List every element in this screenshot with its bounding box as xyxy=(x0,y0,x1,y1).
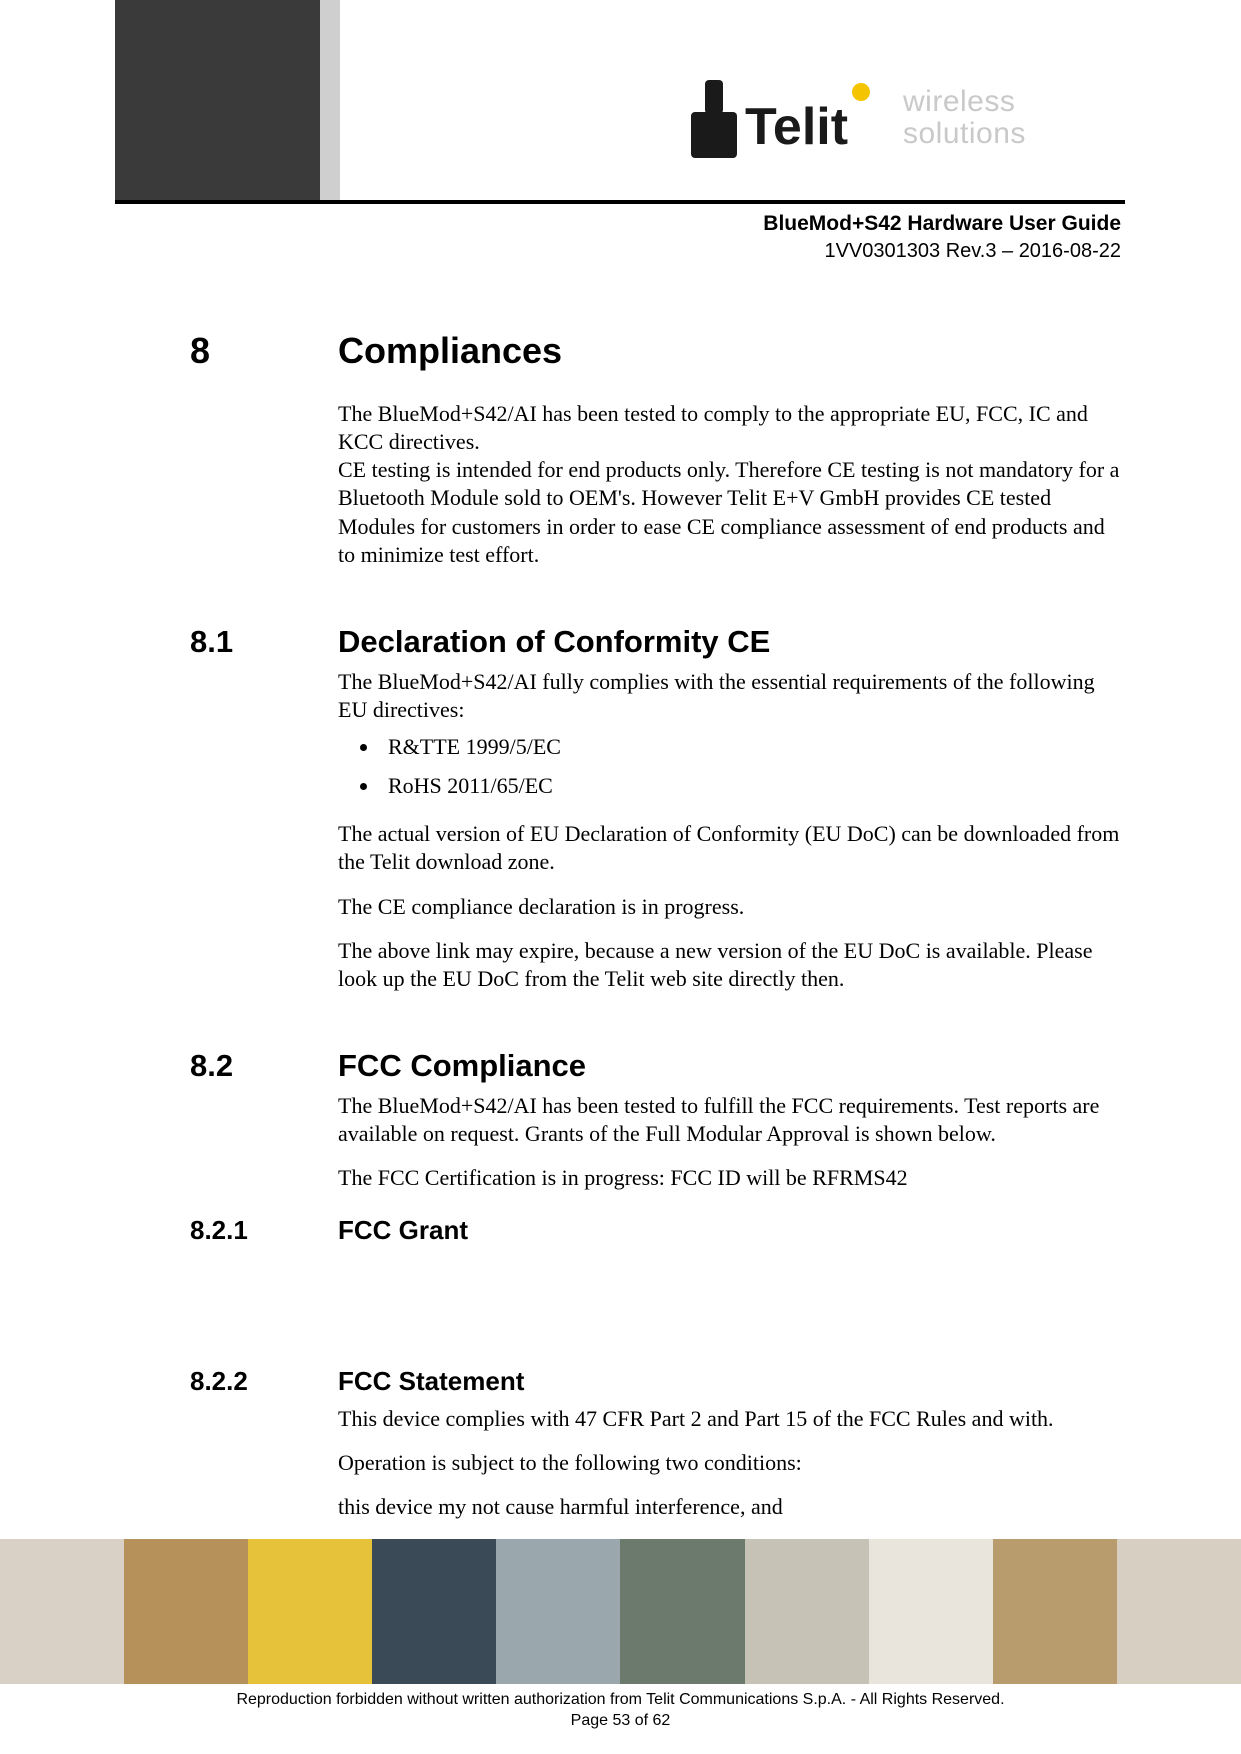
svg-text:Telit: Telit xyxy=(745,98,848,156)
header-grey-column xyxy=(320,0,340,200)
brand-tagline-line1: wireless xyxy=(903,86,1026,118)
brand-tagline: wireless solutions xyxy=(903,86,1026,149)
footer-image-band xyxy=(0,1539,1241,1684)
s81-p4: The above link may expire, because a new… xyxy=(338,937,1120,993)
heading-8-2-2-num: 8.2.2 xyxy=(190,1366,338,1397)
s81-p1: The BlueMod+S42/AI fully complies with t… xyxy=(338,668,1120,724)
heading-8-2-title: FCC Compliance xyxy=(338,1048,586,1084)
footer-slice xyxy=(0,1539,124,1684)
footer-line1: Reproduction forbidden without written a… xyxy=(0,1689,1241,1711)
s82-p2: The FCC Certification is in progress: FC… xyxy=(338,1164,1120,1192)
spacer-fcc-grant xyxy=(190,1254,1120,1344)
s822-p3: this device my not cause harmful interfe… xyxy=(338,1493,1120,1521)
s81-bullets: R&TTE 1999/5/EC RoHS 2011/65/EC xyxy=(380,730,1120,802)
heading-8-2-1-title: FCC Grant xyxy=(338,1215,468,1246)
doc-title: BlueMod+S42 Hardware User Guide xyxy=(763,212,1121,236)
heading-8-1-num: 8.1 xyxy=(190,624,338,660)
doc-revision: 1VV0301303 Rev.3 – 2016-08-22 xyxy=(824,240,1121,263)
footer-slice xyxy=(124,1539,248,1684)
heading-8-title: Compliances xyxy=(338,330,562,372)
s8-intro: The BlueMod+S42/AI has been tested to co… xyxy=(338,400,1120,569)
brand-logo-area: Telit wireless solutions xyxy=(691,70,1121,165)
s81-p3: The CE compliance declaration is in prog… xyxy=(338,893,1120,921)
s82-p1: The BlueMod+S42/AI has been tested to fu… xyxy=(338,1092,1120,1148)
header-rule xyxy=(115,200,1125,204)
s81-p2: The actual version of EU Declaration of … xyxy=(338,820,1120,876)
heading-8-2-1: 8.2.1 FCC Grant xyxy=(190,1215,1120,1246)
header-dark-column xyxy=(115,0,320,200)
brand-tagline-line2: solutions xyxy=(903,118,1026,150)
s81-bullet-1: R&TTE 1999/5/EC xyxy=(380,730,1120,763)
footer-text: Reproduction forbidden without written a… xyxy=(0,1689,1241,1732)
footer-slice xyxy=(1117,1539,1241,1684)
footer-slice xyxy=(745,1539,869,1684)
footer-line2: Page 53 of 62 xyxy=(0,1710,1241,1732)
footer-slice xyxy=(248,1539,372,1684)
s822-p1: This device complies with 47 CFR Part 2 … xyxy=(338,1405,1120,1433)
s81-bullet-2: RoHS 2011/65/EC xyxy=(380,769,1120,802)
footer-slice xyxy=(372,1539,496,1684)
page: Telit wireless solutions BlueMod+S42 Har… xyxy=(0,0,1241,1754)
heading-8-num: 8 xyxy=(190,330,338,372)
heading-8-2: 8.2 FCC Compliance xyxy=(190,1048,1120,1084)
footer-slice xyxy=(620,1539,744,1684)
footer-slice xyxy=(869,1539,993,1684)
heading-8-1: 8.1 Declaration of Conformity CE xyxy=(190,624,1120,660)
heading-8-2-num: 8.2 xyxy=(190,1048,338,1084)
heading-8: 8 Compliances xyxy=(190,330,1120,372)
telit-logo-icon: Telit xyxy=(691,70,881,165)
header-band: Telit wireless solutions xyxy=(0,0,1241,200)
heading-8-1-title: Declaration of Conformity CE xyxy=(338,624,770,660)
heading-8-2-2: 8.2.2 FCC Statement xyxy=(190,1366,1120,1397)
footer-slice xyxy=(993,1539,1117,1684)
s822-p2: Operation is subject to the following tw… xyxy=(338,1449,1120,1477)
content-area: 8 Compliances The BlueMod+S42/AI has bee… xyxy=(190,320,1120,1537)
footer-slice xyxy=(496,1539,620,1684)
heading-8-2-1-num: 8.2.1 xyxy=(190,1215,338,1246)
footer-image-strip xyxy=(0,1539,1241,1684)
heading-8-2-2-title: FCC Statement xyxy=(338,1366,524,1397)
